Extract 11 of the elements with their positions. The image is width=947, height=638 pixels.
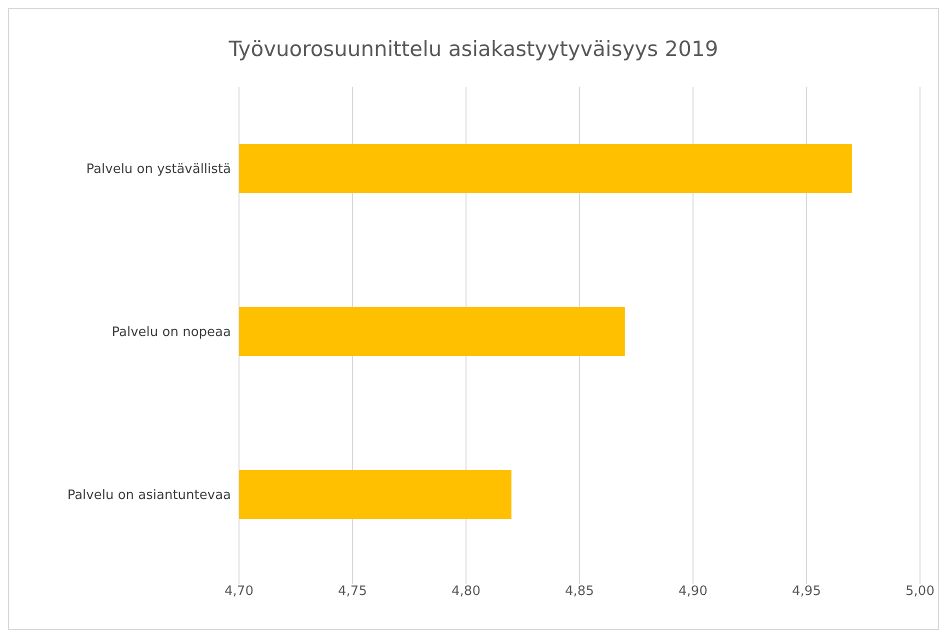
x-tick-label: 4,80: [452, 584, 480, 600]
x-tick-label: 4,70: [224, 584, 254, 600]
y-tick-label: Palvelu on ystävällistä: [86, 162, 231, 178]
y-tick-label: Palvelu on nopeaa: [112, 325, 231, 340]
y-tick-label: Palvelu on asiantuntevaa: [67, 488, 231, 504]
x-tick-label: 4,85: [565, 584, 594, 600]
x-tick-label: 4,90: [678, 584, 708, 600]
x-tick-label: 5,00: [906, 584, 934, 600]
x-tick-label: 4,95: [792, 584, 821, 600]
chart-title: Työvuorosuunnittelu asiakastyytyväisyys 2019: [228, 37, 720, 63]
x-tick-label: 4,75: [338, 584, 367, 600]
